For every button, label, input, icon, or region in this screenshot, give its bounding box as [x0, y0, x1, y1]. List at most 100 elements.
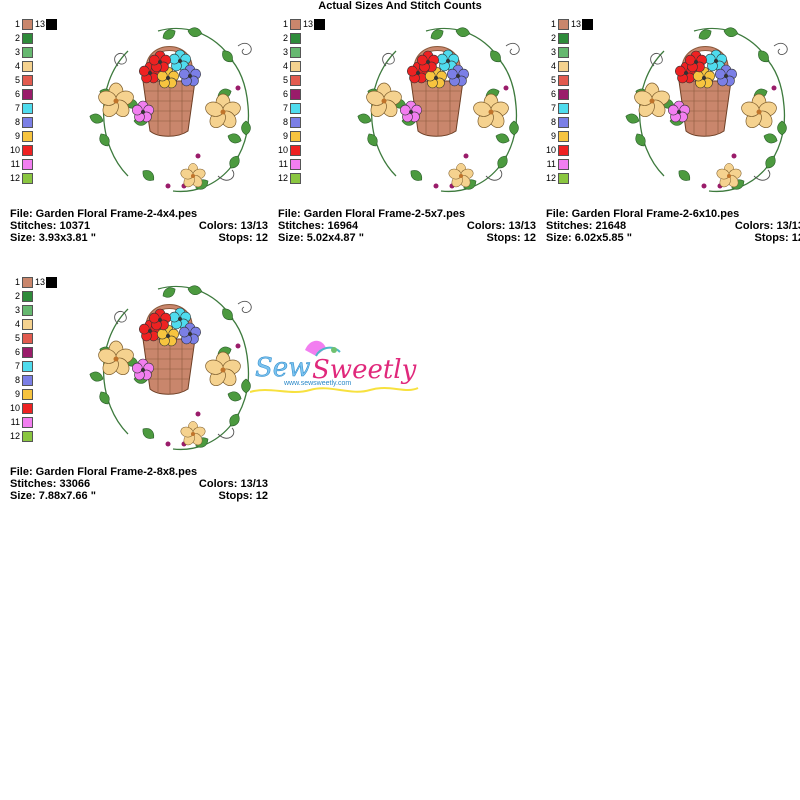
design-info: File: Garden Floral Frame-2-6x10.pes Sti…	[546, 208, 800, 244]
thread-number: 10	[10, 403, 21, 413]
stitch-count: Stitches: 16964	[278, 220, 359, 232]
thread-number: 9	[14, 389, 20, 399]
thread-number: 8	[550, 117, 556, 127]
thread-number: 9	[282, 131, 288, 141]
stitch-count: Stitches: 33066	[10, 478, 91, 490]
stop-count: Stops: 12	[218, 490, 268, 502]
thread-number: 11	[10, 159, 20, 169]
thread-swatch	[558, 89, 569, 100]
thread-swatch	[290, 19, 301, 30]
design-panel-3: 1 13 2 3 4 5 6 7 8 9 10 11 12 File: Garden Floral Fr…	[546, 18, 800, 258]
thread-number: 11	[546, 159, 556, 169]
thread-color-row: 7	[10, 102, 70, 115]
thread-swatch	[290, 61, 301, 72]
color-count: Colors: 13/13	[198, 478, 268, 490]
thread-swatch	[22, 75, 33, 86]
design-panel-4: 1 13 2 3 4 5 6 7 8 9 10 11 12 File: Garden Floral Fr…	[10, 276, 268, 516]
embroidery-design-preview	[356, 26, 526, 194]
thread-number: 1	[14, 277, 20, 287]
color-count: Colors: 13/13	[466, 220, 536, 232]
thread-number: 4	[282, 61, 288, 71]
thread-swatch	[46, 277, 57, 288]
file-name: File: Garden Floral Frame-2-4x4.pes	[10, 208, 198, 220]
design-size: Size: 7.88x7.66 "	[10, 490, 96, 502]
thread-number: 11	[278, 159, 288, 169]
thread-swatch	[290, 33, 301, 44]
thread-swatch	[22, 375, 33, 386]
thread-color-row: 2	[546, 32, 606, 45]
thread-number: 3	[14, 47, 20, 57]
thread-swatch	[22, 173, 33, 184]
thread-color-row: 10	[278, 144, 338, 157]
thread-number: 12	[10, 431, 21, 441]
thread-color-row: 11	[10, 158, 70, 171]
thread-color-row: 4	[10, 318, 70, 331]
thread-swatch	[22, 61, 33, 72]
thread-number: 5	[14, 333, 20, 343]
thread-color-row: 1 13	[278, 18, 338, 31]
thread-swatch	[22, 159, 33, 170]
file-name: File: Garden Floral Frame-2-6x10.pes	[546, 208, 740, 220]
thread-color-row: 8	[10, 116, 70, 129]
thread-number: 6	[14, 347, 20, 357]
thread-color-row: 6	[546, 88, 606, 101]
thread-swatch	[558, 117, 569, 128]
thread-number: 6	[14, 89, 20, 99]
embroidery-design-preview	[88, 26, 258, 194]
thread-number: 1	[282, 19, 288, 29]
stop-count: Stops: 12	[754, 232, 800, 244]
design-size: Size: 6.02x5.85 "	[546, 232, 632, 244]
thread-swatch	[290, 145, 301, 156]
thread-swatch	[22, 417, 33, 428]
thread-color-row: 5	[10, 332, 70, 345]
thread-swatch	[582, 19, 593, 30]
thread-number: 10	[278, 145, 289, 155]
thread-number: 11	[10, 417, 20, 427]
thread-swatch	[22, 361, 33, 372]
thread-number: 7	[14, 103, 20, 113]
embroidery-design-preview	[624, 26, 794, 194]
thread-color-row: 4	[546, 60, 606, 73]
thread-swatch	[22, 47, 33, 58]
thread-number: 7	[282, 103, 288, 113]
thread-number: 4	[14, 61, 20, 71]
thread-color-row: 12	[10, 172, 70, 185]
thread-color-row: 5	[278, 74, 338, 87]
thread-number: 8	[14, 117, 20, 127]
thread-number: 2	[14, 33, 20, 43]
thread-color-row: 7	[546, 102, 606, 115]
thread-color-row: 1 13	[10, 18, 70, 31]
thread-color-row: 7	[10, 360, 70, 373]
thread-number: 3	[282, 47, 288, 57]
stitch-count: Stitches: 21648	[546, 220, 627, 232]
thread-swatch	[290, 131, 301, 142]
thread-number: 13	[571, 19, 582, 29]
stitch-count: Stitches: 10371	[10, 220, 91, 232]
thread-number: 1	[14, 19, 20, 29]
thread-swatch	[22, 145, 33, 156]
thread-swatch	[558, 61, 569, 72]
thread-color-row: 6	[10, 88, 70, 101]
thread-color-row: 6	[278, 88, 338, 101]
file-name: File: Garden Floral Frame-2-5x7.pes	[278, 208, 466, 220]
thread-swatch	[46, 19, 57, 30]
thread-color-row: 9	[278, 130, 338, 143]
thread-swatch	[558, 145, 569, 156]
thread-swatch	[290, 47, 301, 58]
design-panel-1: 1 13 2 3 4 5 6 7 8 9 10 11 12 File: Garden Floral Fr…	[10, 18, 268, 258]
stop-count: Stops: 12	[486, 232, 536, 244]
thread-number: 12	[278, 173, 289, 183]
stop-count: Stops: 12	[218, 232, 268, 244]
thread-swatch	[290, 159, 301, 170]
thread-color-row: 3	[546, 46, 606, 59]
svg-text:www.sewsweetly.com: www.sewsweetly.com	[283, 380, 351, 387]
thread-swatch	[22, 117, 33, 128]
thread-color-row: 2	[278, 32, 338, 45]
design-info: File: Garden Floral Frame-2-8x8.pes Stit…	[10, 466, 268, 502]
thread-color-row: 9	[10, 388, 70, 401]
thread-swatch	[22, 403, 33, 414]
thread-number: 3	[550, 47, 556, 57]
thread-swatch	[22, 347, 33, 358]
svg-text:Sew: Sew	[255, 353, 310, 383]
design-size: Size: 3.93x3.81 "	[10, 232, 96, 244]
